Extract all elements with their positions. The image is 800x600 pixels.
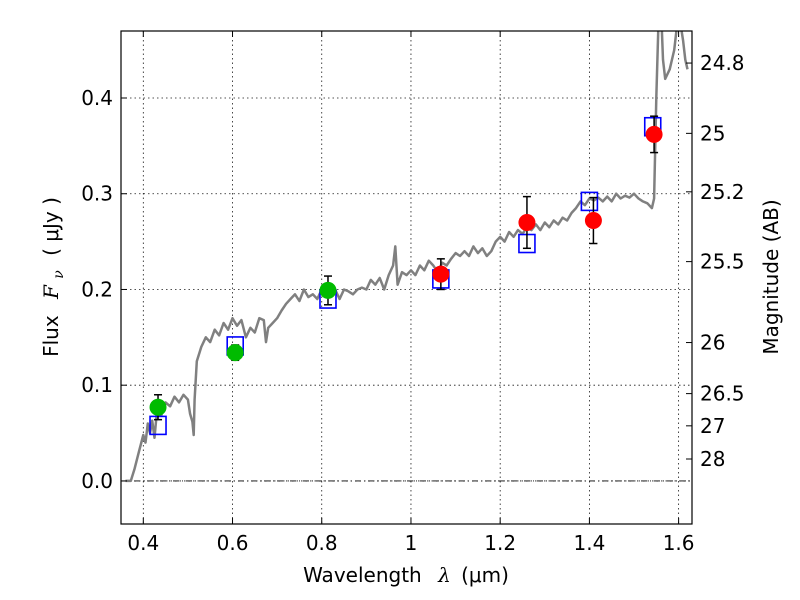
x-tick-label: 0.4 — [127, 531, 159, 555]
mag-tick-label: 25.2 — [700, 180, 745, 204]
y2-axis-title: Magnitude (AB) — [759, 199, 783, 354]
mag-tick-label: 26 — [700, 331, 725, 355]
x-axis-title-symbol: λ — [437, 563, 451, 587]
mag-tick-label: 27 — [700, 414, 725, 438]
x-axis-title-unit: (μm) — [461, 563, 509, 587]
observed-point — [226, 344, 244, 362]
x-tick-label: 1.4 — [573, 531, 605, 555]
mag-tick-label: 24.8 — [700, 51, 745, 75]
y-tick-label: 0.2 — [81, 277, 113, 301]
x-axis-title-text: Wavelength — [303, 563, 422, 587]
y-tick-label: 0.0 — [81, 469, 113, 493]
y-tick-label: 0.4 — [81, 86, 113, 110]
observed-point — [645, 125, 663, 143]
x-tick-label: 1.2 — [484, 531, 516, 555]
y-axis-title: Flux F ν ( μJy ) — [39, 197, 68, 357]
y-tick-label: 0.3 — [81, 182, 113, 206]
model-photometry-square — [580, 191, 599, 212]
observed-point — [149, 398, 167, 416]
x-tick-label: 0.6 — [217, 531, 249, 555]
ticks-layer: 0.4 0.6 0.8 1 1.2 1.4 1.6 0.0 0.1 0.2 0.3 0.4 24.8 25… — [81, 31, 745, 555]
observed-point — [584, 212, 602, 230]
model-spectrum-line — [125, 31, 689, 483]
mag-tick-label: 26.5 — [700, 382, 745, 406]
mag-tick-label: 25.5 — [700, 250, 745, 274]
plot-area — [125, 31, 689, 483]
y-tick-label: 0.1 — [81, 373, 113, 397]
plot-frame — [120, 30, 693, 525]
x-tick-label: 1.6 — [663, 531, 695, 555]
y-axis-title-text: Flux — [39, 315, 63, 357]
observed-point — [319, 281, 337, 299]
observed-point — [432, 265, 450, 283]
x-axis-title: Wavelength λ (μm) — [303, 563, 509, 587]
y-axis-title-unit: ( μJy ) — [39, 197, 63, 256]
mag-tick-label: 28 — [700, 447, 725, 471]
x-tick-label: 1 — [405, 531, 418, 555]
y-axis-title-symbol: F — [39, 284, 63, 300]
observed-point — [518, 213, 536, 231]
x-tick-label: 0.8 — [306, 531, 338, 555]
grid-layer — [121, 31, 692, 524]
mag-tick-label: 25 — [700, 121, 725, 145]
y-axis-title-subscript: ν — [51, 270, 67, 279]
